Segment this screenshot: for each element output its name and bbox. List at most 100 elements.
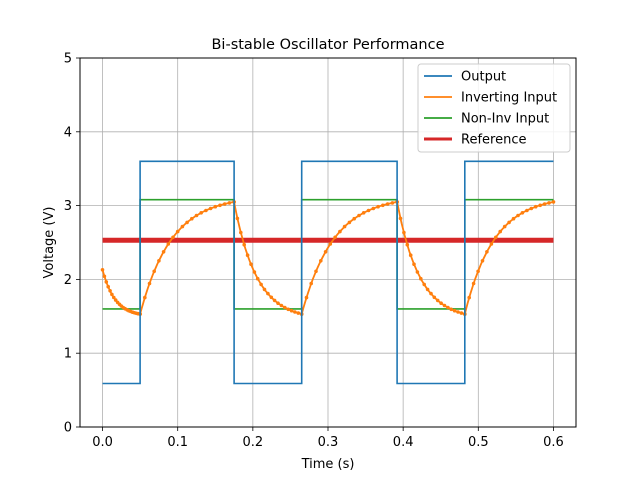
inverting-input-point — [381, 203, 385, 208]
inverting-input-point — [449, 307, 454, 312]
inverting-input-point — [529, 206, 534, 211]
inverting-input-point — [102, 274, 107, 279]
inverting-input-point — [175, 229, 180, 234]
inverting-input-point — [390, 201, 395, 205]
inverting-input-point — [143, 295, 147, 300]
inverting-input-point — [538, 203, 542, 208]
inverting-input-point — [266, 291, 270, 296]
y-tick-label: 0 — [64, 421, 72, 436]
inverting-input-point — [352, 216, 357, 221]
inverting-input-point — [293, 310, 297, 314]
inverting-input-point — [452, 308, 457, 313]
inverting-input-point — [104, 280, 109, 284]
series-layer — [100, 160, 556, 385]
inverting-input-point — [166, 242, 171, 246]
inverting-input-point — [110, 292, 114, 297]
inverting-input-point — [252, 270, 257, 274]
inverting-input-point — [422, 282, 427, 287]
inverting-input-point — [385, 202, 390, 206]
inverting-input-point — [279, 303, 284, 308]
inverting-input-point — [456, 310, 460, 314]
inverting-input-point — [439, 301, 443, 306]
inverting-input-point — [435, 298, 440, 303]
inverting-input-point — [415, 270, 420, 274]
inverting-input-point — [419, 276, 423, 281]
inverting-input-point — [218, 203, 222, 208]
inverting-input-point — [276, 301, 280, 306]
inverting-input-point — [222, 202, 227, 206]
inverting-input-point — [347, 220, 352, 225]
inverting-input-point — [551, 200, 556, 204]
inverting-input-point — [542, 202, 547, 206]
legend-label: Output — [461, 70, 506, 85]
inverting-input-point — [333, 235, 337, 240]
inverting-input-point — [442, 303, 447, 308]
inverting-input-point — [328, 242, 333, 246]
inverting-input-point — [152, 269, 156, 274]
inverting-input-point — [319, 259, 323, 263]
inverting-input-point — [533, 204, 538, 209]
inverting-input-point — [412, 262, 416, 267]
inverting-input-point — [272, 298, 277, 303]
inverting-input-point — [402, 230, 406, 235]
inverting-input-point — [507, 220, 511, 225]
inverting-input-point — [259, 282, 263, 287]
inverting-input-point — [262, 287, 267, 292]
inverting-input-point — [286, 307, 291, 312]
inverting-input-point — [357, 213, 361, 218]
axis-ticks: 0.0 0.1 0.2 0.3 0.4 0.5 0.6 0 1 2 3 4 5 — [64, 52, 564, 451]
inverting-input-point — [467, 295, 472, 300]
inverting-input-point — [180, 224, 185, 229]
inverting-input-point — [242, 242, 246, 247]
inverting-input-point — [100, 268, 105, 272]
series-output-line — [102, 160, 554, 385]
y-tick-label: 2 — [64, 273, 72, 288]
x-tick-label: 0.0 — [92, 435, 113, 450]
inverting-input-point — [502, 224, 507, 229]
inverting-input-point — [249, 262, 253, 267]
x-tick-label: 0.1 — [167, 435, 188, 450]
inverting-input-point — [309, 281, 314, 286]
inverting-input-point — [296, 311, 301, 315]
inverting-input-point — [245, 253, 250, 257]
inverting-input-point — [485, 250, 489, 254]
inverting-input-point — [408, 253, 413, 257]
inverting-input-point — [185, 220, 189, 225]
inverting-input-point — [425, 287, 430, 292]
inverting-input-point — [161, 250, 166, 254]
legend-box — [417, 63, 571, 153]
inverting-input-point — [269, 295, 274, 300]
inverting-input-point — [446, 305, 450, 310]
inverting-input-point — [213, 204, 218, 209]
inverting-input-point — [338, 229, 342, 234]
inverting-input-point — [108, 289, 112, 293]
inverting-input-point — [405, 242, 410, 247]
inverting-input-point — [429, 291, 433, 296]
inverting-input-point — [239, 230, 243, 235]
inverting-input-point — [106, 284, 110, 289]
inverting-input-point — [194, 213, 199, 218]
legend: Output Inverting Input Non-Inv Input Refere… — [417, 63, 571, 153]
inverting-input-point — [520, 211, 525, 215]
x-tick-label: 0.5 — [468, 435, 489, 450]
inverting-input-point — [480, 259, 485, 263]
y-tick-label: 3 — [64, 199, 72, 214]
inverting-input-point — [432, 295, 437, 300]
inverting-input-point — [471, 281, 476, 286]
y-axis-label: Voltage (V) — [42, 207, 57, 279]
inverting-input-point — [516, 213, 520, 218]
y-tick-label: 5 — [64, 52, 72, 67]
inverting-input-point — [494, 235, 498, 240]
inverting-input-point — [199, 211, 203, 215]
inverting-input-point — [476, 269, 480, 274]
inverting-input-point — [190, 216, 194, 221]
inverting-input-point — [157, 259, 161, 263]
inverting-input-point — [376, 204, 380, 209]
x-tick-label: 0.4 — [393, 435, 414, 450]
inverting-input-point — [255, 276, 260, 281]
inverting-input-point — [323, 250, 328, 254]
legend-label: Non-Inv Input — [461, 112, 549, 127]
inverting-input-point — [511, 216, 516, 221]
y-tick-label: 1 — [64, 347, 72, 362]
